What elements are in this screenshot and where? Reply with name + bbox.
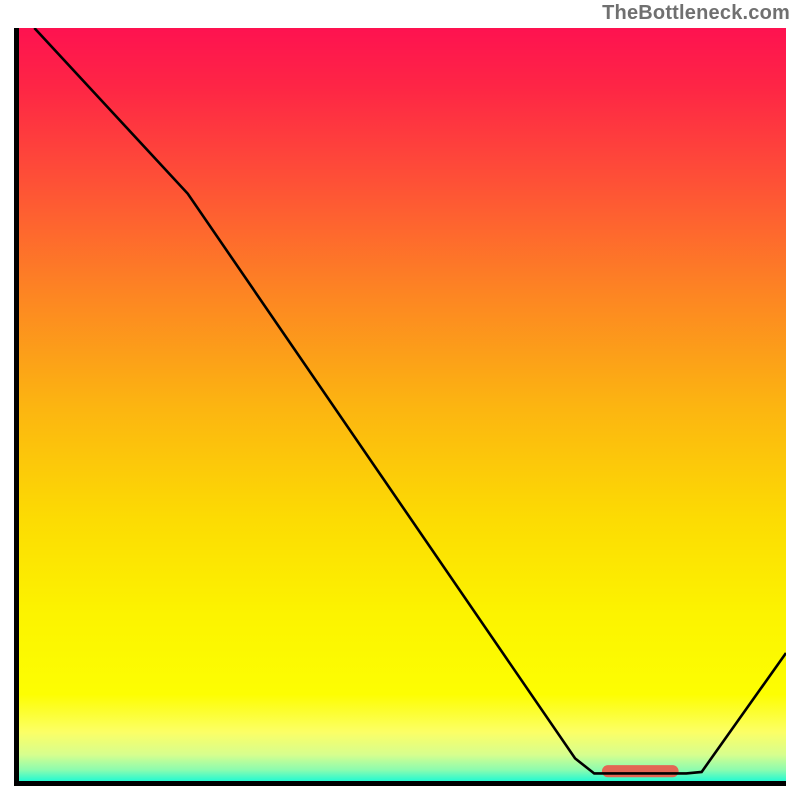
optimum-marker xyxy=(602,765,679,777)
bottleneck-chart xyxy=(14,28,786,786)
attribution-text: TheBottleneck.com xyxy=(602,2,790,25)
gradient-background xyxy=(19,28,786,781)
chart-svg xyxy=(14,28,786,786)
